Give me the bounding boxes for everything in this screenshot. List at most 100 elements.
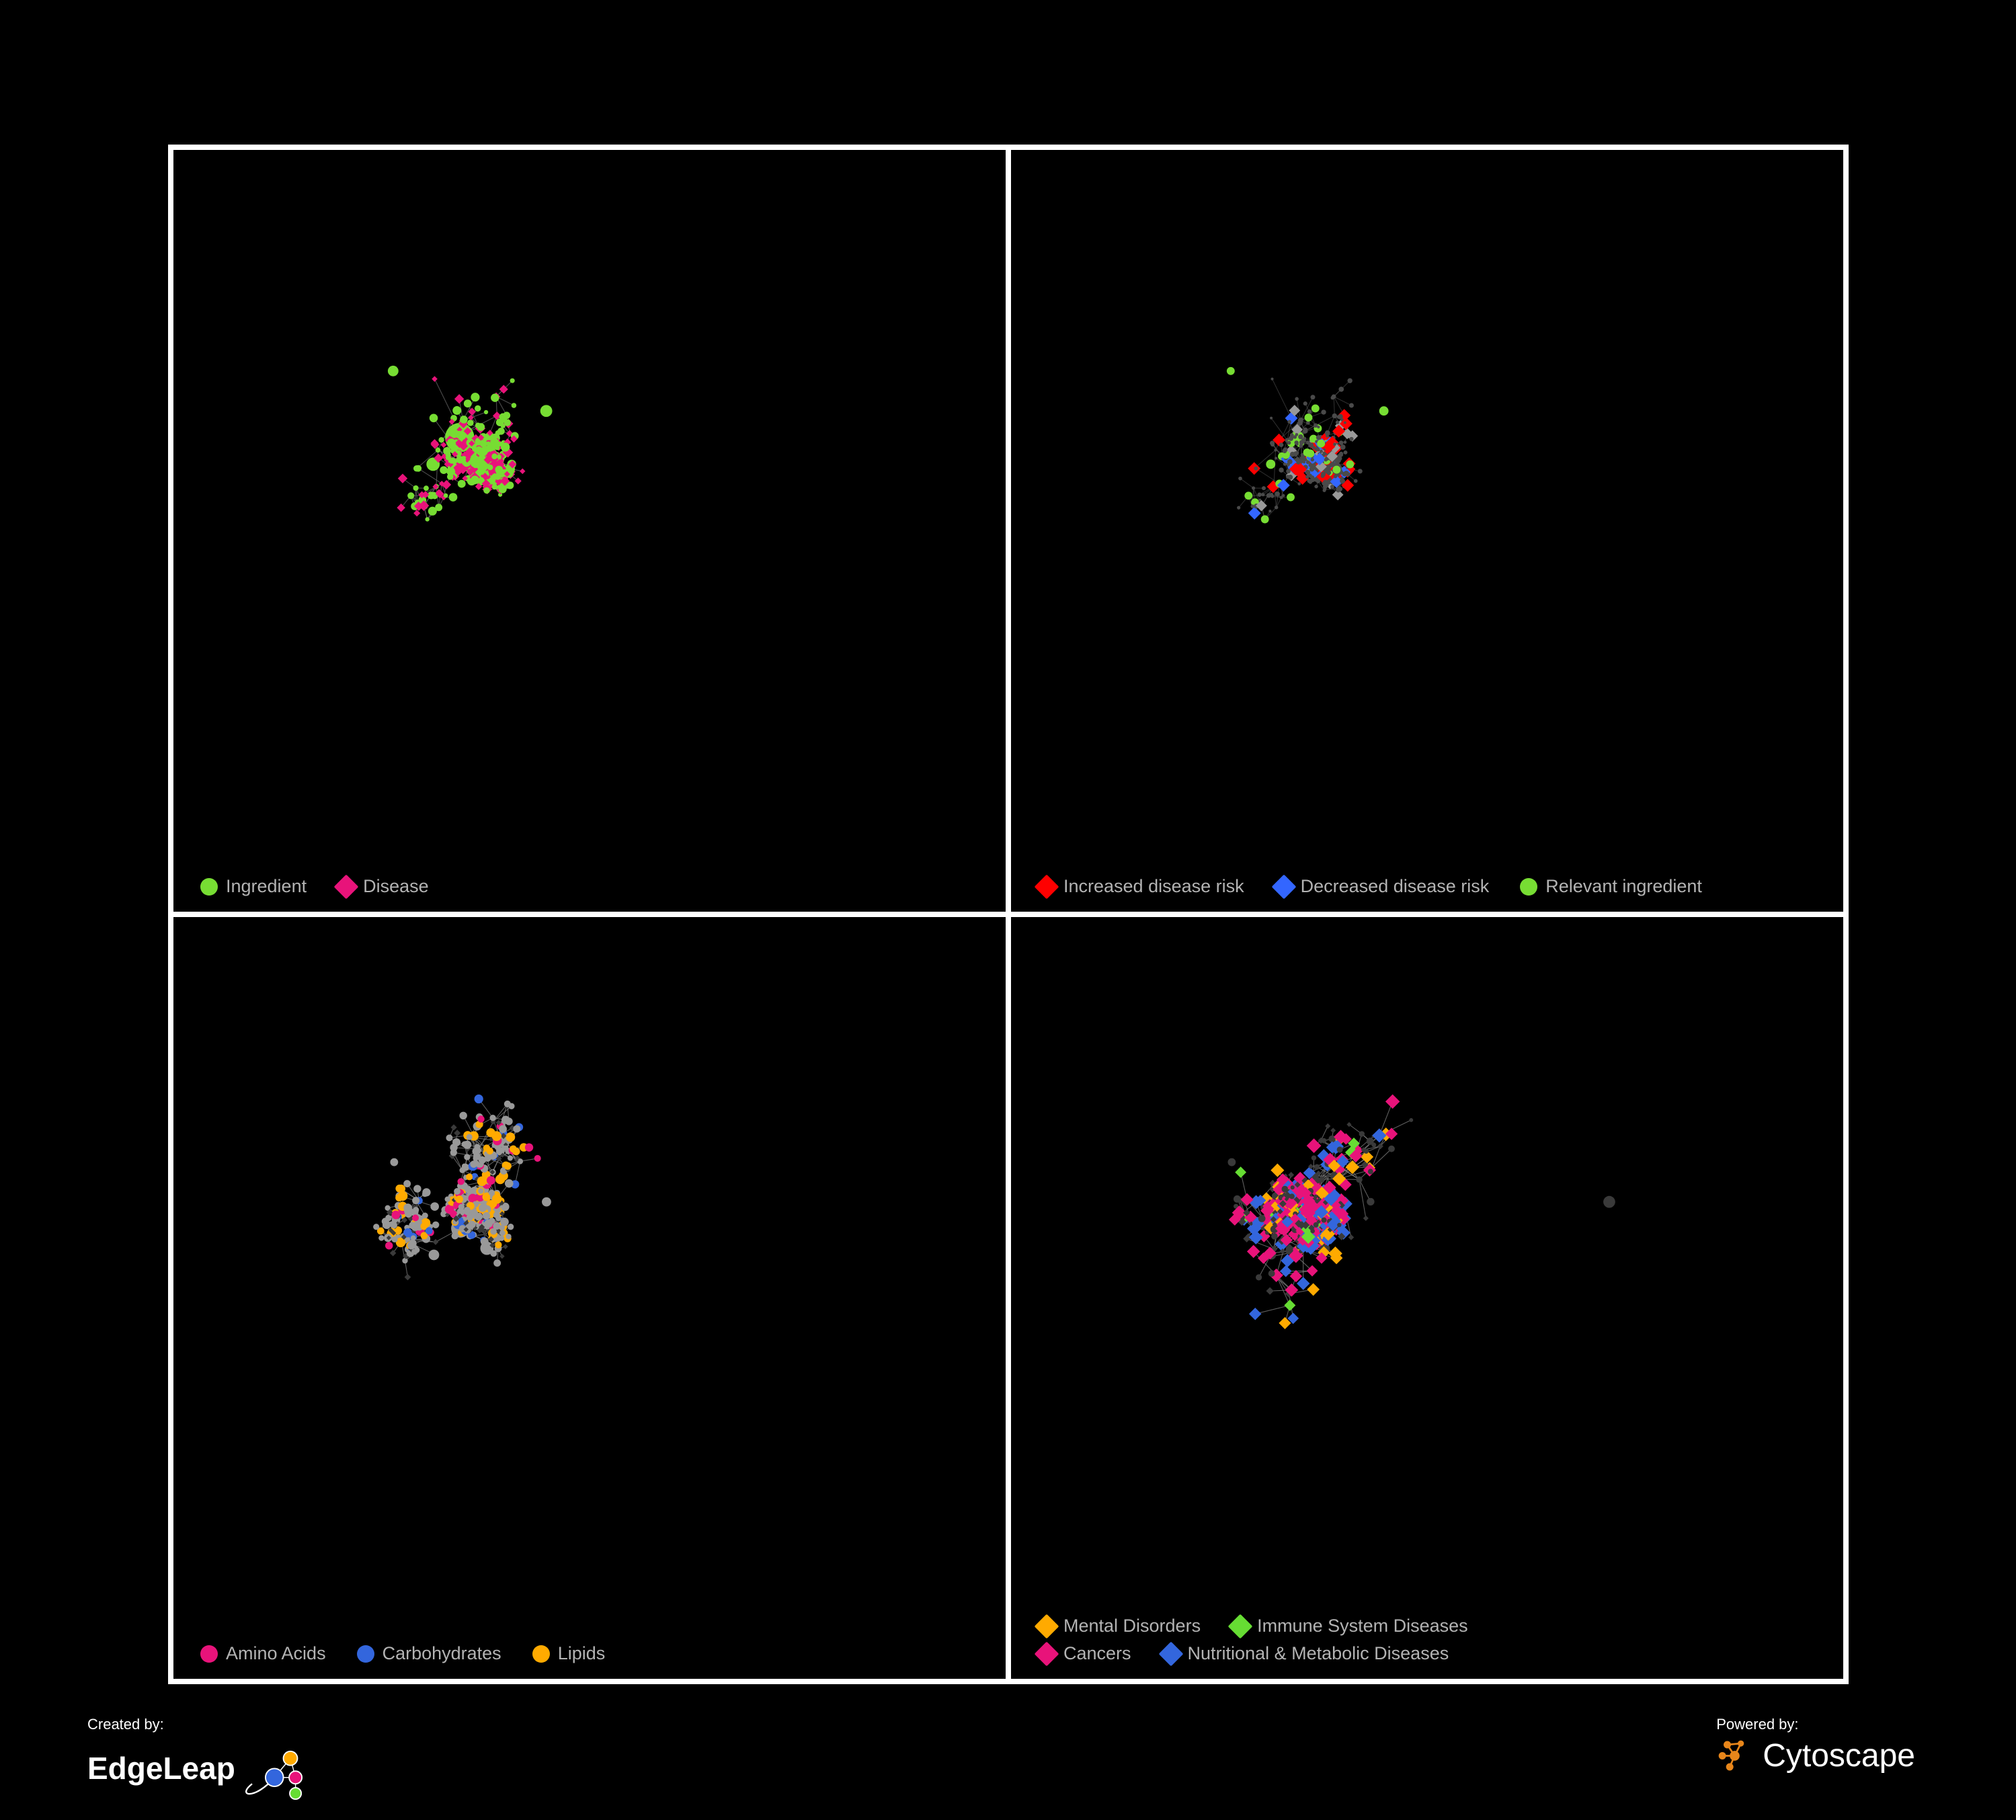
legend-item-immune-system[interactable]: Immune System Diseases: [1232, 1616, 1468, 1636]
ingredient-node[interactable]: [1275, 491, 1280, 496]
ingredient-node[interactable]: [487, 442, 496, 451]
disease-node[interactable]: [1325, 1123, 1330, 1129]
ingredient-node[interactable]: [1358, 469, 1363, 473]
legend-item-increased-risk[interactable]: Increased disease risk: [1038, 876, 1244, 897]
ingredient-node[interactable]: [499, 415, 503, 419]
ingredient-node[interactable]: [1338, 387, 1344, 392]
legend-item-lipids[interactable]: Lipids: [532, 1643, 606, 1664]
ingredient-node[interactable]: [1317, 440, 1325, 448]
ingredient-node[interactable]: [1337, 1223, 1341, 1227]
ingredient-node[interactable]: [1310, 395, 1315, 399]
ingredient-node[interactable]: [499, 1125, 507, 1133]
ingredient-node[interactable]: [475, 1213, 483, 1221]
ingredient-node[interactable]: [444, 493, 448, 498]
ingredient-node[interactable]: [1258, 1215, 1266, 1222]
ingredient-node[interactable]: [474, 1146, 480, 1152]
ingredient-node[interactable]: [495, 466, 503, 474]
disease-node[interactable]: [390, 1250, 397, 1257]
ingredient-node[interactable]: [1287, 460, 1291, 463]
ingredient-node[interactable]: [481, 1203, 488, 1211]
ingredient-node[interactable]: [1338, 487, 1342, 491]
disease-node[interactable]: [520, 469, 526, 475]
ingredient-node[interactable]: [505, 1179, 514, 1188]
ingredient-node[interactable]: [446, 1134, 452, 1141]
ingredient-node[interactable]: [1321, 409, 1326, 414]
ingredient-node[interactable]: [1332, 466, 1340, 474]
ingredient-node[interactable]: [430, 1202, 439, 1211]
ingredient-node[interactable]: [436, 448, 441, 453]
ingredient-node[interactable]: [413, 1207, 419, 1213]
ingredient-node[interactable]: [483, 1212, 490, 1220]
ingredient-node[interactable]: [473, 462, 479, 468]
ingredient-node[interactable]: [1311, 458, 1314, 461]
ingredient-node[interactable]: [525, 1144, 533, 1152]
ingredient-node[interactable]: [1309, 467, 1315, 471]
ingredient-node[interactable]: [1303, 429, 1307, 434]
ingredient-node[interactable]: [1316, 479, 1320, 483]
ingredient-node[interactable]: [412, 1197, 419, 1204]
ingredient-node[interactable]: [1279, 467, 1283, 472]
ingredient-node[interactable]: [1312, 1155, 1316, 1160]
ingredient-node[interactable]: [484, 410, 488, 414]
ingredient-node[interactable]: [1331, 396, 1335, 400]
ingredient-node[interactable]: [473, 1153, 481, 1160]
ingredient-node[interactable]: [1295, 397, 1299, 401]
ingredient-node[interactable]: [491, 1131, 501, 1141]
ingredient-node[interactable]: [479, 463, 488, 471]
ingredient-node[interactable]: [492, 1194, 502, 1204]
ingredient-node[interactable]: [1322, 482, 1326, 486]
ingredient-node[interactable]: [1326, 471, 1331, 475]
disease-node[interactable]: [1330, 1127, 1336, 1133]
ingredient-node[interactable]: [467, 1214, 473, 1221]
ingredient-node[interactable]: [1340, 444, 1346, 450]
ingredient-node[interactable]: [489, 1189, 495, 1195]
ingredient-node[interactable]: [445, 1196, 450, 1201]
ingredient-node[interactable]: [1368, 1169, 1373, 1175]
ingredient-node[interactable]: [496, 418, 503, 426]
ingredient-node[interactable]: [425, 517, 429, 521]
ingredient-node[interactable]: [483, 1144, 491, 1152]
ingredient-node[interactable]: [501, 442, 510, 451]
ingredient-node[interactable]: [471, 393, 479, 401]
ingredient-node[interactable]: [480, 440, 487, 447]
ingredient-node[interactable]: [452, 406, 461, 415]
ingredient-node[interactable]: [407, 1241, 415, 1249]
disease-node[interactable]: [454, 394, 464, 403]
legend-item-nutritional-metabolic[interactable]: Nutritional & Metabolic Diseases: [1162, 1643, 1449, 1664]
disease-node[interactable]: [499, 1254, 504, 1259]
ingredient-node[interactable]: [489, 1115, 495, 1121]
ingredient-node[interactable]: [1291, 1185, 1295, 1189]
disease-node[interactable]: [1348, 1234, 1355, 1240]
ingredient-node[interactable]: [1268, 510, 1271, 512]
ingredient-node[interactable]: [1603, 1196, 1615, 1208]
ingredient-node[interactable]: [402, 1258, 407, 1263]
ingredient-node[interactable]: [464, 1154, 470, 1160]
ingredient-node[interactable]: [1349, 403, 1354, 408]
ingredient-node[interactable]: [1286, 475, 1290, 479]
ingredient-node[interactable]: [454, 1188, 460, 1195]
ingredient-node[interactable]: [1307, 409, 1312, 414]
ingredient-node[interactable]: [1299, 458, 1303, 461]
ingredient-node[interactable]: [1287, 420, 1291, 424]
ingredient-node[interactable]: [1367, 1198, 1374, 1205]
ingredient-node[interactable]: [415, 465, 421, 472]
ingredient-node[interactable]: [506, 1234, 511, 1239]
ingredient-node[interactable]: [1257, 493, 1261, 497]
legend-item-cancers[interactable]: Cancers: [1038, 1643, 1131, 1664]
ingredient-node[interactable]: [1322, 1218, 1327, 1223]
ingredient-node[interactable]: [382, 1221, 391, 1229]
ingredient-node[interactable]: [512, 1148, 520, 1155]
ingredient-node[interactable]: [1344, 422, 1346, 424]
disease-node[interactable]: [1363, 1216, 1369, 1221]
ingredient-node[interactable]: [512, 403, 517, 408]
ingredient-node[interactable]: [443, 447, 450, 454]
ingredient-node[interactable]: [1237, 506, 1240, 510]
legend-item-ingredient[interactable]: Ingredient: [200, 876, 307, 897]
ingredient-node[interactable]: [470, 1160, 477, 1168]
legend-item-carbohydrates[interactable]: Carbohydrates: [357, 1643, 501, 1664]
ingredient-node[interactable]: [493, 1259, 501, 1267]
ingredient-node[interactable]: [450, 1149, 457, 1156]
ingredient-node[interactable]: [501, 1115, 510, 1123]
ingredient-node[interactable]: [391, 1236, 397, 1242]
ingredient-node[interactable]: [504, 420, 511, 426]
